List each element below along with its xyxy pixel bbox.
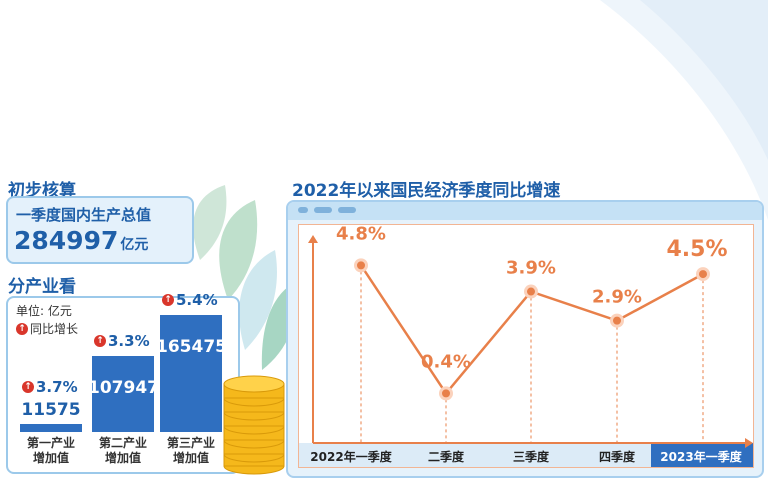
- data-label: 2.9%: [592, 287, 642, 308]
- sector-growth: ↑ 3.7%: [22, 378, 78, 396]
- sector-growth-label: 5.4%: [176, 291, 218, 310]
- y-axis-arrow: [308, 235, 318, 243]
- sectors-title: 分产业看: [8, 277, 76, 297]
- sector-label-line1: 第二产业: [98, 436, 147, 450]
- sector-label-line2: 增加值: [104, 451, 141, 465]
- gdp-box: 一季度国内生产总值 284997 亿元: [6, 196, 194, 264]
- x-axis-highlight: [651, 443, 753, 467]
- unit-text: 单位: 亿元: [16, 304, 72, 318]
- x-tick-label: 三季度: [513, 449, 550, 464]
- arrow-up-icon: ↑: [22, 380, 34, 393]
- data-point: [613, 316, 621, 325]
- data-point: [442, 389, 450, 398]
- data-label: 4.8%: [336, 225, 386, 244]
- sector-label-line1: 第一产业: [26, 436, 75, 450]
- legend-yoy-label: 同比增长: [30, 322, 79, 336]
- sector-label: 第一产业 增加值: [16, 436, 86, 466]
- sector-value: 165475: [156, 337, 227, 358]
- sector-bar: [92, 355, 154, 432]
- gdp-value: 284997: [14, 226, 119, 255]
- sector-bar: [160, 315, 222, 432]
- data-label: 4.5%: [666, 237, 727, 262]
- data-label: 3.9%: [506, 258, 556, 279]
- data-point: [699, 270, 707, 279]
- gdp-label: 一季度国内生产总值: [16, 206, 152, 224]
- arrow-up-icon: ↑: [162, 294, 174, 307]
- data-point: [357, 261, 365, 270]
- legend-yoy: ↑ 同比增长: [16, 320, 78, 337]
- sector-growth: ↑ 5.4%: [162, 291, 218, 309]
- x-tick-label: 2022年一季度: [310, 449, 392, 464]
- x-tick-label: 四季度: [599, 449, 636, 464]
- sector-growth: ↑ 3.3%: [94, 332, 150, 350]
- sector-label: 第二产业 增加值: [88, 436, 158, 466]
- line-chart: 4.8% 0.4% 3.9% 2.9% 4.5% 2022年一季度 二季度 三季度 四季度 202…: [299, 223, 753, 467]
- browser-dot: [298, 207, 308, 213]
- sector-growth-label: 3.3%: [108, 331, 150, 350]
- browser-dot: [338, 207, 356, 213]
- x-axis-arrow: [745, 438, 753, 448]
- browser-bar: [288, 202, 762, 220]
- sector-panel: 单位: 亿元 ↑ 同比增长 11575 ↑ 3.7% 第一产业 增加值 107947 ↑ 3.…: [6, 291, 240, 474]
- sector-label-line2: 增加值: [172, 451, 209, 465]
- gdp-unit: 亿元: [120, 237, 149, 253]
- gdp-value-wrap: 284997 亿元: [14, 226, 148, 255]
- growth-series-line: [359, 264, 704, 396]
- data-label: 0.4%: [421, 351, 471, 372]
- data-point: [527, 287, 535, 296]
- browser-frame: 4.8% 0.4% 3.9% 2.9% 4.5% 2022年一季度 二季度 三季度 四季度 202…: [286, 200, 764, 478]
- browser-dot: [314, 207, 332, 213]
- arrow-up-icon: ↑: [16, 322, 28, 335]
- coins-icon: [223, 375, 285, 475]
- plot-area: 4.8% 0.4% 3.9% 2.9% 4.5% 2022年一季度 二季度 三季度 四季度 202…: [298, 223, 754, 468]
- sector-label-line2: 增加值: [32, 451, 69, 465]
- sector-growth-label: 3.7%: [36, 377, 78, 396]
- x-tick-label: 2023年一季度: [660, 449, 742, 464]
- sector-label-line1: 第三产业: [166, 436, 215, 450]
- sector-value: 107947: [88, 377, 159, 398]
- sector-value: 11575: [21, 399, 81, 420]
- x-tick-label: 二季度: [428, 449, 465, 464]
- sector-label: 第三产业 增加值: [156, 436, 226, 466]
- arrow-up-icon: ↑: [94, 334, 106, 347]
- line-chart-title: 2022年以来国民经济季度同比增速: [292, 181, 561, 201]
- sector-bar: [20, 423, 82, 432]
